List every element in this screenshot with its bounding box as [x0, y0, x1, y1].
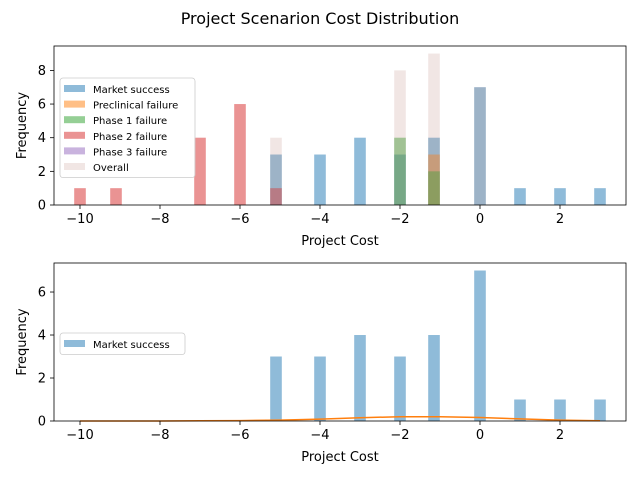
x-tick-label: −2: [390, 212, 409, 227]
legend-label: Preclinical failure: [93, 101, 178, 112]
legend-label: Phase 1 failure: [93, 116, 167, 127]
bar-phase-1-failure-1: [428, 171, 440, 205]
x-tick-label: −6: [230, 212, 249, 227]
bar-overall-2: [428, 53, 440, 205]
x-tick-label: −2: [390, 428, 409, 443]
bar-phase-2-failure-1: [110, 188, 122, 205]
bar-market-success-6: [514, 188, 526, 205]
bar-market-success-8: [594, 399, 606, 421]
bar-market-success-6: [514, 399, 526, 421]
legend-swatch: [64, 85, 85, 92]
y-axis-label: Frequency: [15, 308, 30, 375]
x-tick-label: −8: [150, 428, 169, 443]
legend-swatch: [64, 131, 85, 139]
x-tick-label: 0: [476, 212, 484, 227]
bar-phase-2-failure-4: [270, 188, 282, 205]
bar-market-success-8: [594, 188, 606, 205]
legend-label: Overall: [93, 163, 129, 174]
axes-frame: [53, 262, 627, 422]
legend-frame: [59, 77, 196, 178]
legend-label: Phase 2 failure: [93, 132, 167, 143]
x-tick-label: 2: [556, 428, 564, 443]
bar-overall-3: [474, 87, 486, 205]
top-histogram-panel: −10 −8 −6 −4 −2 0 2 0 2 4 6 8 Project Cost Frequency M…: [15, 45, 627, 249]
y-tick-label: 0: [38, 199, 46, 214]
y-tick-label: 6: [38, 98, 46, 113]
bar-overall-0: [270, 137, 282, 205]
bar-phase-2-failure-0: [74, 188, 86, 205]
y-tick-label: 2: [38, 372, 46, 387]
legend-label: Market success: [93, 85, 170, 96]
legend-frame: [59, 332, 186, 356]
bar-market-success-1: [314, 356, 326, 421]
bar-phase-2-failure-2: [194, 137, 206, 205]
bars-group: [74, 53, 606, 206]
bar-phase-2-failure-3: [234, 104, 246, 205]
x-tick-label: −8: [150, 212, 169, 227]
x-tick-label: 2: [556, 212, 564, 227]
y-tick-label: 0: [38, 415, 46, 430]
bottom-histogram-panel: −10 −8 −6 −4 −2 0 2 0 2 4 6 Project Cost Frequency Ma…: [15, 262, 627, 465]
y-tick-label: 2: [38, 165, 46, 180]
legend-swatch: [64, 147, 85, 155]
x-tick-label: −4: [310, 212, 329, 227]
bar-market-success-0: [270, 356, 282, 421]
legend-label: Market success: [93, 340, 170, 351]
y-axis-label: Frequency: [15, 92, 30, 159]
bars-group: [270, 270, 606, 421]
legend-swatch: [64, 116, 85, 124]
bar-market-success-7: [554, 399, 566, 421]
bar-phase-1-failure-0: [394, 137, 406, 205]
bar-market-success-4: [428, 335, 440, 421]
bar-market-success-1: [314, 154, 326, 205]
x-tick-label: −10: [66, 212, 93, 227]
bar-market-success-5: [474, 87, 486, 205]
bar-market-success-5: [474, 270, 486, 421]
y-tick-label: 4: [38, 329, 46, 344]
bar-market-success-2: [354, 137, 366, 205]
x-tick-label: −6: [230, 428, 249, 443]
y-tick-label: 6: [38, 286, 46, 301]
legend: Market success: [59, 332, 186, 356]
bar-overall-1: [394, 70, 406, 206]
y-tick-label: 8: [38, 64, 46, 79]
legend-swatch: [64, 163, 85, 170]
x-tick-label: −10: [66, 428, 93, 443]
legend: Market success Preclinical failure Phase 1…: [59, 77, 196, 178]
bar-market-success-3: [394, 356, 406, 421]
legend-swatch: [64, 340, 85, 347]
x-axis-label: Project Cost: [301, 234, 379, 249]
x-tick-label: 0: [476, 428, 484, 443]
bar-market-success-2: [354, 335, 366, 421]
bar-market-success-7: [554, 188, 566, 205]
legend-swatch: [64, 100, 85, 108]
y-tick-label: 4: [38, 131, 46, 146]
x-tick-label: −4: [310, 428, 329, 443]
figure-title: Project Scenarion Cost Distribution: [181, 9, 460, 28]
bar-market-success-0: [270, 154, 282, 205]
legend-label: Phase 3 failure: [93, 147, 167, 158]
x-axis-label: Project Cost: [301, 450, 379, 465]
axes-frame: [53, 45, 627, 206]
